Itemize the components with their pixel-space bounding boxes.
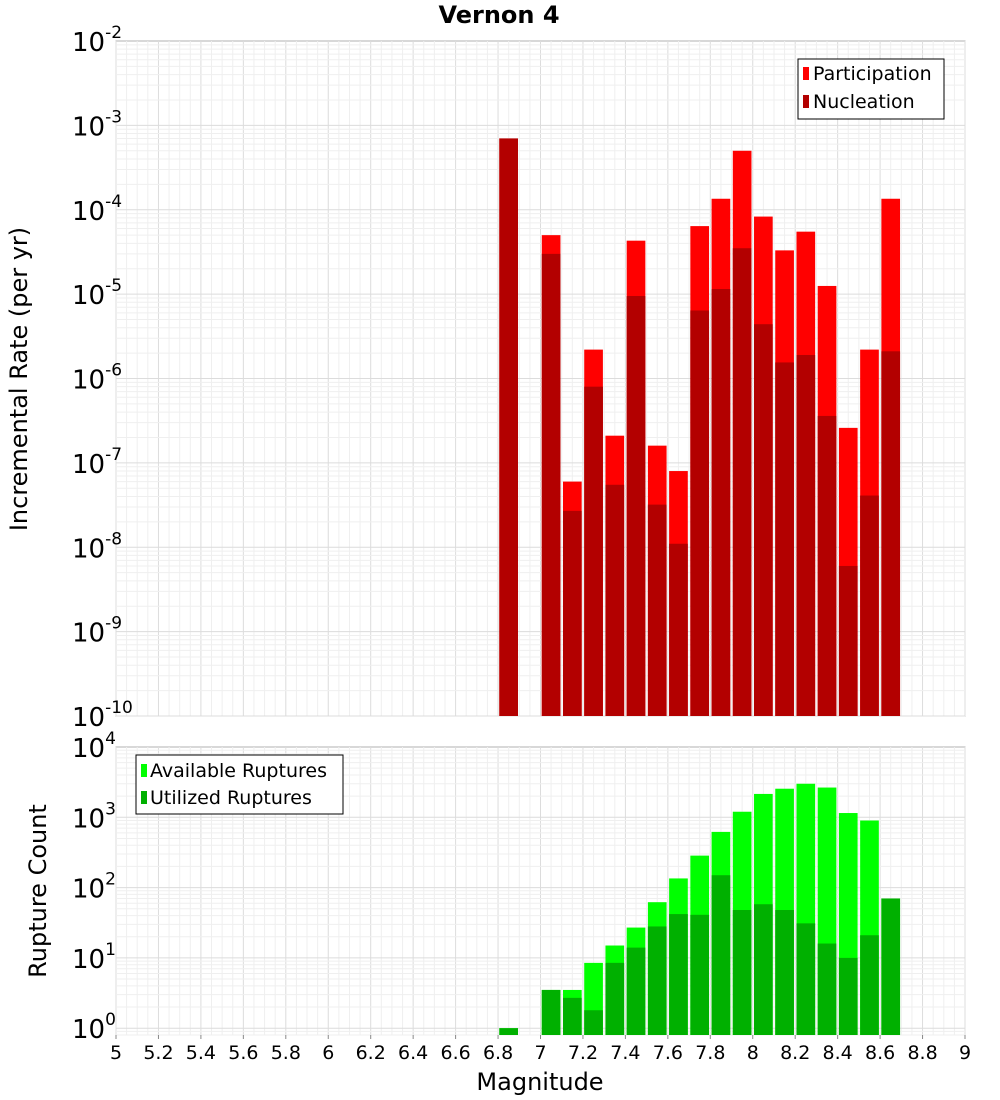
x-tick-label: 5.8 bbox=[271, 1042, 301, 1064]
utilized-bar bbox=[838, 957, 858, 1035]
utilized-bar bbox=[584, 1010, 603, 1035]
x-tick-label: 7 bbox=[534, 1042, 546, 1064]
utilized-bar bbox=[669, 914, 688, 1035]
nucleation-bar bbox=[817, 415, 837, 716]
y-tick-label: 104 bbox=[72, 729, 116, 764]
x-tick-label: 7.2 bbox=[568, 1042, 598, 1064]
rate-legend: Participation Nucleation bbox=[797, 58, 945, 120]
x-tick-label: 5.4 bbox=[186, 1042, 216, 1064]
count-legend-box bbox=[135, 754, 344, 815]
nucleation-bar bbox=[732, 248, 752, 717]
nucleation-bar bbox=[711, 289, 731, 716]
utilized-legend-swatch bbox=[141, 791, 147, 804]
y-tick-label: 102 bbox=[72, 870, 116, 905]
participation-legend-label: Participation bbox=[813, 63, 932, 85]
nucleation-bar bbox=[562, 510, 582, 716]
utilized-bar bbox=[817, 943, 837, 1035]
utilized-bar bbox=[796, 923, 816, 1035]
x-tick-label: 7.4 bbox=[610, 1042, 640, 1064]
nucleation-bar bbox=[626, 296, 646, 716]
participation-legend-swatch bbox=[803, 67, 809, 80]
x-tick-label: 8.6 bbox=[865, 1042, 895, 1064]
rate-y-ticks: 10-2 10-3 10-4 10-5 10-6 10-7 10-8 10-9 10-10 bbox=[72, 23, 133, 733]
utilized-bar bbox=[732, 910, 752, 1035]
y-tick-label: 10-4 bbox=[72, 192, 122, 227]
utilized-bar bbox=[499, 1028, 519, 1035]
x-tick-label: 5 bbox=[110, 1042, 122, 1064]
count-legend: Available Ruptures Utilized Ruptures bbox=[135, 754, 344, 815]
utilized-bar bbox=[775, 910, 794, 1035]
utilized-legend-label: Utilized Ruptures bbox=[150, 787, 312, 809]
nucleation-legend-swatch bbox=[803, 95, 809, 108]
nucleation-bar bbox=[860, 495, 879, 716]
chart-title: Vernon 4 bbox=[438, 1, 559, 29]
x-tick-label: 5.6 bbox=[228, 1042, 258, 1064]
nucleation-bar bbox=[775, 362, 794, 716]
available-legend-swatch bbox=[141, 764, 147, 777]
y-tick-label: 10-2 bbox=[72, 23, 122, 58]
rate-y-axis-label: Incremental Rate (per yr) bbox=[5, 227, 33, 531]
x-tick-label: 6.4 bbox=[398, 1042, 428, 1064]
nucleation-bar bbox=[796, 354, 816, 716]
x-tick-label: 8.8 bbox=[907, 1042, 937, 1064]
x-tick-label: 8 bbox=[747, 1042, 759, 1064]
utilized-bar bbox=[626, 947, 646, 1035]
nucleation-bar bbox=[754, 324, 773, 716]
y-tick-label: 10-10 bbox=[72, 698, 133, 733]
rate-panel: 10-2 10-3 10-4 10-5 10-6 10-7 10-8 10-9 10-10 In… bbox=[5, 23, 966, 733]
x-tick-label: 6.2 bbox=[356, 1042, 386, 1064]
y-tick-label: 103 bbox=[72, 799, 116, 834]
x-tick-label: 7.8 bbox=[695, 1042, 725, 1064]
x-tick-label: 7.6 bbox=[653, 1042, 683, 1064]
x-tick-label: 5.2 bbox=[143, 1042, 173, 1064]
nucleation-bar bbox=[838, 565, 858, 716]
y-tick-label: 10-3 bbox=[72, 107, 122, 142]
count-panel: 104 103 102 101 100 Rupture Count Available … bbox=[24, 729, 966, 1045]
x-tick-label: 8.2 bbox=[780, 1042, 810, 1064]
utilized-bar bbox=[860, 935, 879, 1035]
nucleation-bar bbox=[669, 543, 688, 716]
utilized-bar bbox=[754, 904, 773, 1035]
utilized-bar bbox=[881, 898, 901, 1035]
utilized-bar bbox=[605, 962, 625, 1035]
nucleation-bar bbox=[499, 138, 519, 717]
utilized-bar bbox=[562, 997, 582, 1035]
utilized-bar bbox=[541, 989, 561, 1035]
count-y-axis-label: Rupture Count bbox=[24, 804, 52, 978]
nucleation-bar bbox=[541, 253, 561, 716]
nucleation-bar bbox=[647, 504, 667, 716]
y-tick-label: 10-7 bbox=[72, 445, 122, 480]
y-tick-label: 10-8 bbox=[72, 529, 122, 564]
count-y-ticks: 104 103 102 101 100 bbox=[72, 729, 116, 1045]
nucleation-bar bbox=[584, 386, 603, 716]
nucleation-bar bbox=[690, 310, 710, 716]
x-tick-label: 8.4 bbox=[823, 1042, 853, 1064]
y-tick-label: 101 bbox=[72, 940, 116, 975]
utilized-bar bbox=[690, 914, 710, 1035]
rate-bars bbox=[499, 138, 901, 717]
count-bars bbox=[499, 783, 901, 1035]
utilized-bar bbox=[647, 926, 667, 1035]
nucleation-bar bbox=[881, 351, 901, 716]
rate-legend-box bbox=[797, 58, 945, 120]
nucleation-bar bbox=[605, 484, 625, 716]
x-tick-label: 6 bbox=[322, 1042, 334, 1064]
nucleation-legend-label: Nucleation bbox=[813, 91, 915, 113]
x-axis-label: Magnitude bbox=[476, 1068, 603, 1096]
rate-gridlines bbox=[115, 41, 966, 717]
x-tick-label: 6.8 bbox=[483, 1042, 513, 1064]
y-tick-label: 10-6 bbox=[72, 361, 122, 396]
available-legend-label: Available Ruptures bbox=[150, 760, 327, 782]
y-tick-label: 10-5 bbox=[72, 276, 122, 311]
x-tick-label: 6.6 bbox=[440, 1042, 470, 1064]
x-axis-ticks: 5 5.2 5.4 5.6 5.8 6 6.2 6.4 6.6 6.8 7 7.2 7.4 7.6 7.8 8… bbox=[110, 1035, 971, 1064]
y-tick-label: 10-9 bbox=[72, 614, 122, 649]
y-tick-label: 100 bbox=[72, 1010, 116, 1045]
x-tick-label: 9 bbox=[959, 1042, 971, 1064]
utilized-bar bbox=[711, 875, 731, 1035]
